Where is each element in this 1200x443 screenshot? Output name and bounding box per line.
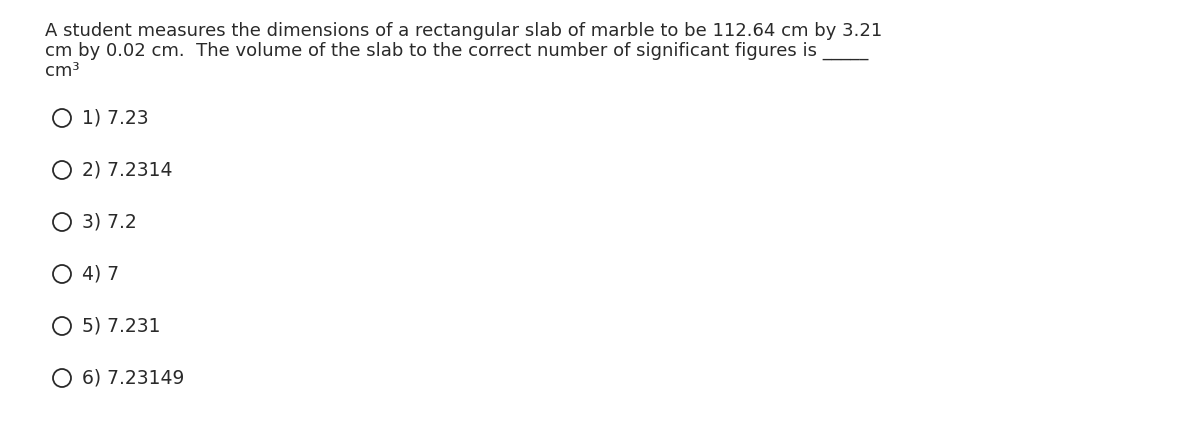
Text: 1) 7.23: 1) 7.23 [82, 109, 149, 128]
Text: 6) 7.23149: 6) 7.23149 [82, 369, 185, 388]
Text: 2) 7.2314: 2) 7.2314 [82, 160, 173, 179]
Text: 3) 7.2: 3) 7.2 [82, 213, 137, 232]
Text: 4) 7: 4) 7 [82, 264, 119, 284]
Text: 5) 7.231: 5) 7.231 [82, 316, 161, 335]
Text: cm³: cm³ [46, 62, 79, 80]
Text: cm by 0.02 cm.  The volume of the slab to the correct number of significant figu: cm by 0.02 cm. The volume of the slab to… [46, 42, 869, 60]
Text: A student measures the dimensions of a rectangular slab of marble to be 112.64 c: A student measures the dimensions of a r… [46, 22, 882, 40]
